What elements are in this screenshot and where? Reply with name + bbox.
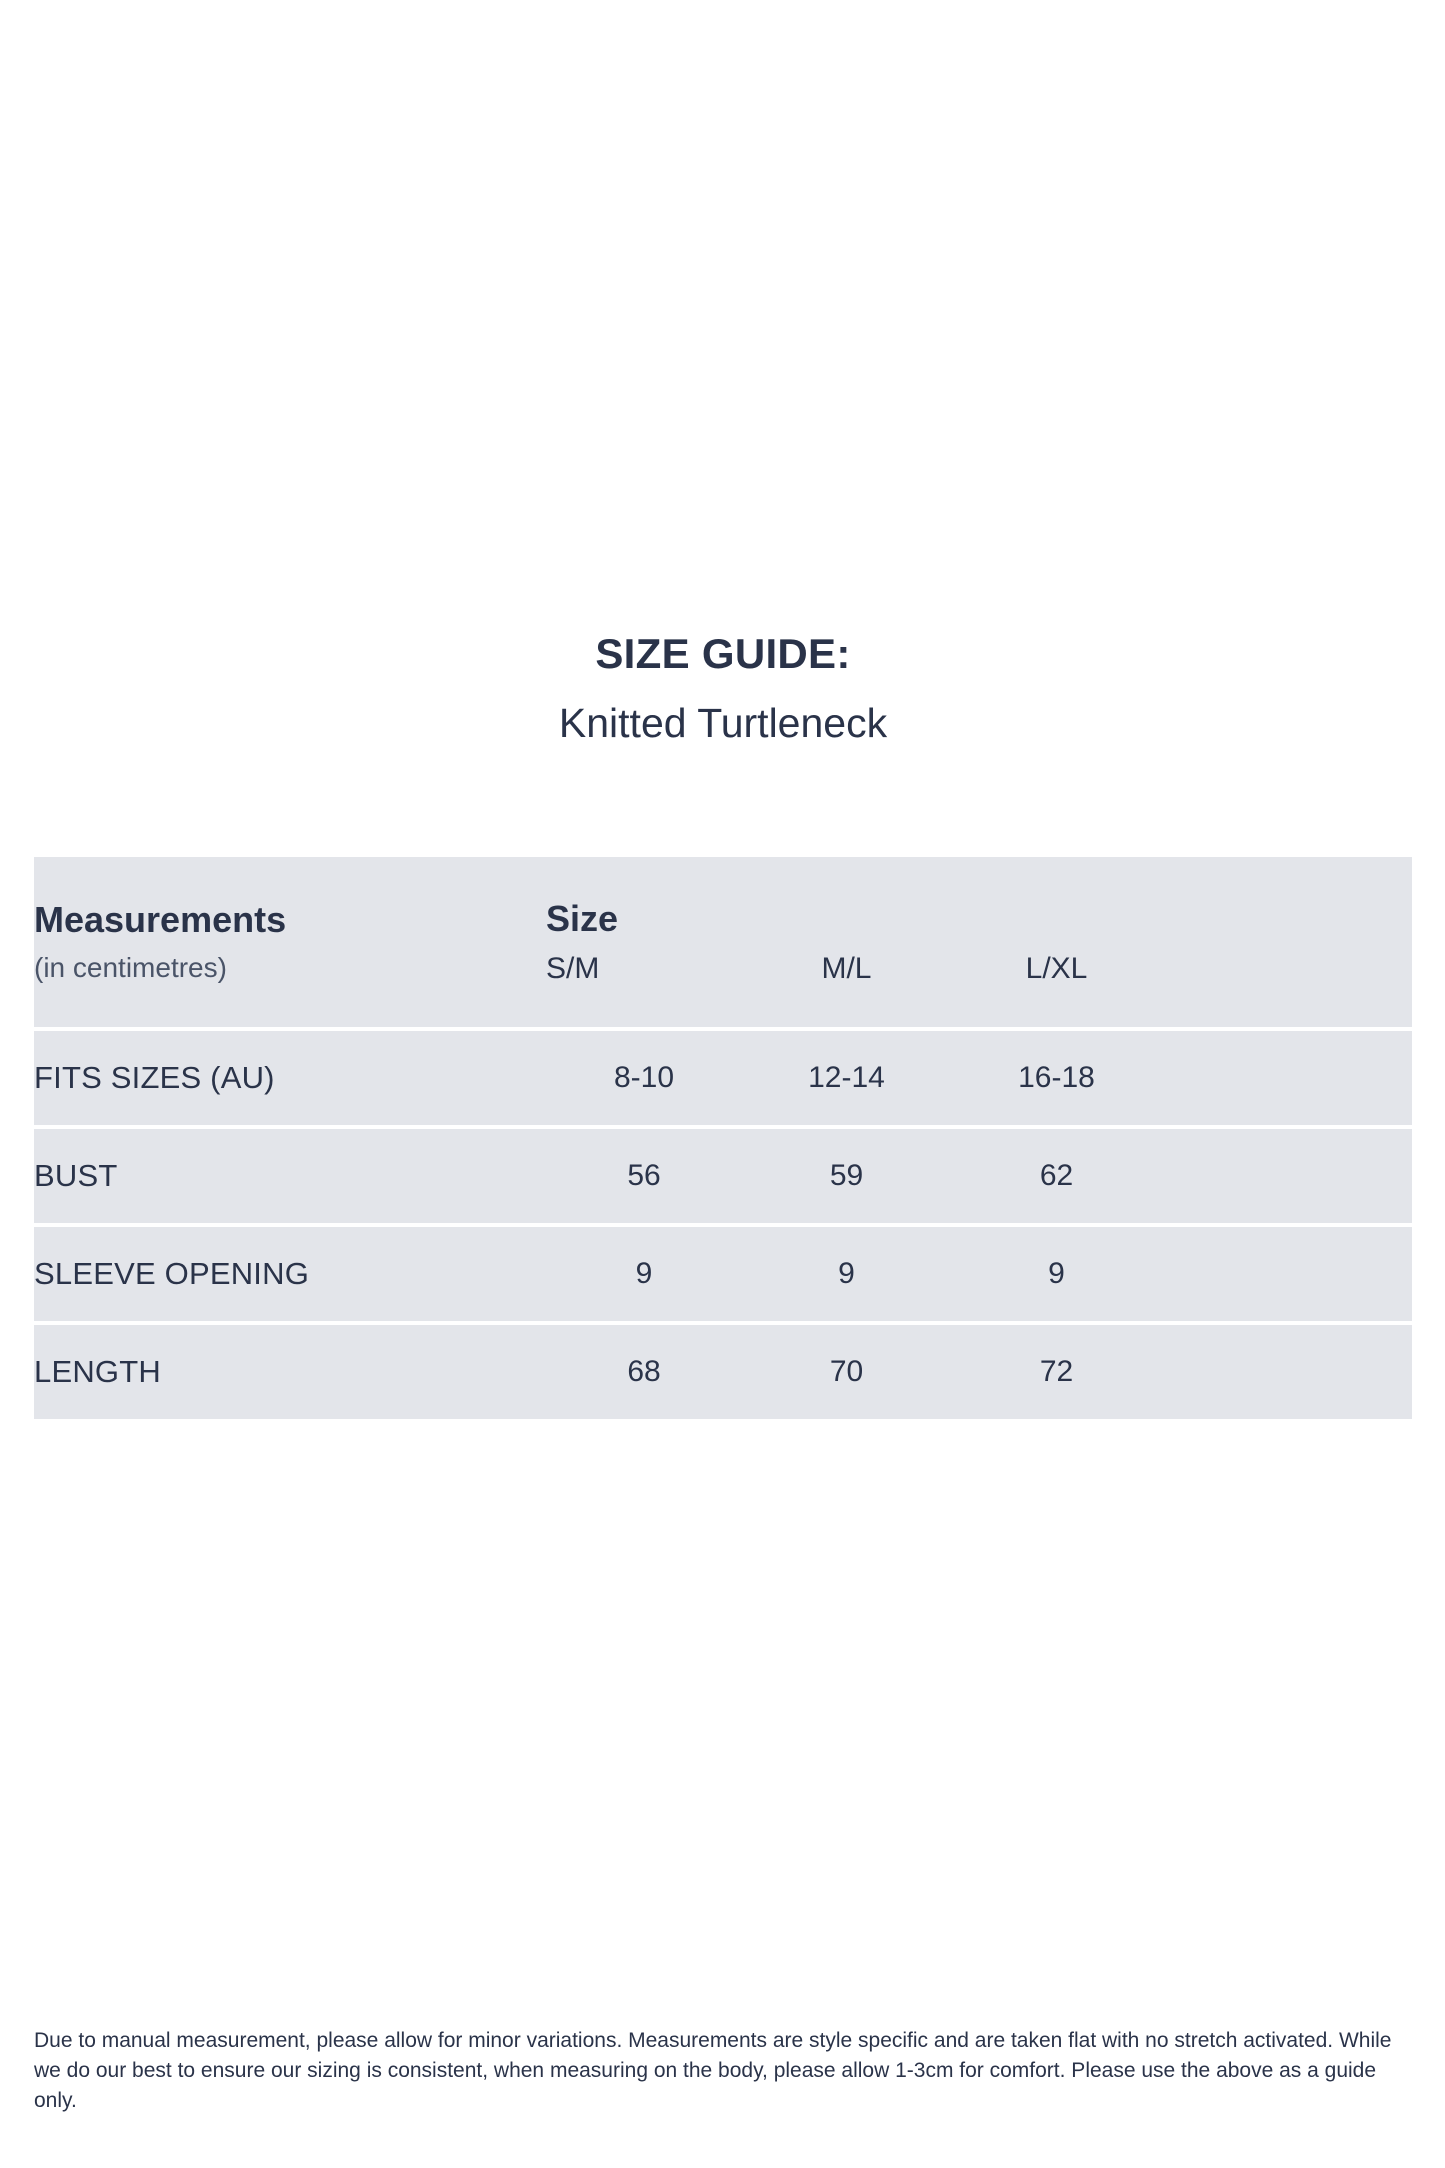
row-label-cell: BUST xyxy=(34,1129,544,1223)
value-bust-lxl: 62 xyxy=(1039,1159,1074,1192)
value-sleeve-opening-lxl: 9 xyxy=(1048,1257,1065,1290)
value-bust-ml: 59 xyxy=(829,1159,864,1192)
table-row: BUST 56 59 62 xyxy=(34,1129,1412,1223)
value-length-ml: 70 xyxy=(829,1355,864,1388)
row-label-sleeve-opening: SLEEVE OPENING xyxy=(34,1256,310,1291)
row-value-cell: 59 xyxy=(744,1129,949,1223)
header-measurements-unit: (in centimetres) xyxy=(34,952,227,984)
value-bust-sm: 56 xyxy=(627,1159,661,1192)
value-fits-sizes-sm: 8-10 xyxy=(613,1061,675,1094)
row-value-cell: 12-14 xyxy=(744,1031,949,1125)
row-filler-cell xyxy=(1164,1227,1412,1321)
row-value-cell: 56 xyxy=(544,1129,744,1223)
row-value-cell: 9 xyxy=(744,1227,949,1321)
table-header-row: Measurements (in centimetres) Size S/M M… xyxy=(34,857,1412,1027)
row-value-cell: 8-10 xyxy=(544,1031,744,1125)
row-value-cell: 70 xyxy=(744,1325,949,1419)
header-size-lxl: L/XL xyxy=(1025,952,1088,986)
value-fits-sizes-ml: 12-14 xyxy=(808,1061,885,1094)
row-label-cell: SLEEVE OPENING xyxy=(34,1227,544,1321)
value-sleeve-opening-ml: 9 xyxy=(838,1257,855,1290)
page-title: SIZE GUIDE: xyxy=(595,630,851,677)
row-filler-cell xyxy=(1164,1031,1412,1125)
disclaimer-text: Due to manual measurement, please allow … xyxy=(34,2029,1392,2112)
row-label-bust: BUST xyxy=(34,1158,118,1193)
header-measurements-label: Measurements xyxy=(34,898,287,940)
value-fits-sizes-lxl: 16-18 xyxy=(1018,1061,1095,1094)
header-size-label: Size xyxy=(546,897,619,939)
row-value-cell: 72 xyxy=(949,1325,1164,1419)
header-size-cell-sm: Size S/M xyxy=(544,857,744,1027)
title-block: SIZE GUIDE: Knitted Turtleneck xyxy=(34,630,1412,747)
product-name: Knitted Turtleneck xyxy=(558,700,888,747)
row-value-cell: 62 xyxy=(949,1129,1164,1223)
header-measurements-cell: Measurements (in centimetres) xyxy=(34,857,544,1027)
header-size-sm: S/M xyxy=(546,952,600,986)
row-label-fits-sizes: FITS SIZES (AU) xyxy=(34,1060,275,1095)
row-value-cell: 16-18 xyxy=(949,1031,1164,1125)
row-value-cell: 9 xyxy=(544,1227,744,1321)
row-label-length: LENGTH xyxy=(34,1354,161,1389)
value-length-sm: 68 xyxy=(627,1355,661,1388)
table-row: FITS SIZES (AU) 8-10 12-14 16-18 xyxy=(34,1031,1412,1125)
size-guide-table: Measurements (in centimetres) Size S/M M… xyxy=(34,853,1412,1423)
table-row: SLEEVE OPENING 9 9 9 xyxy=(34,1227,1412,1321)
row-value-cell: 68 xyxy=(544,1325,744,1419)
row-filler-cell xyxy=(1164,1129,1412,1223)
row-value-cell: 9 xyxy=(949,1227,1164,1321)
header-size-cell-lxl: L/XL xyxy=(949,857,1164,1027)
value-length-lxl: 72 xyxy=(1039,1355,1074,1388)
row-filler-cell xyxy=(1164,1325,1412,1419)
header-size-cell-ml: M/L xyxy=(744,857,949,1027)
header-size-ml: M/L xyxy=(821,952,872,986)
table-row: LENGTH 68 70 72 xyxy=(34,1325,1412,1419)
value-sleeve-opening-sm: 9 xyxy=(635,1257,653,1290)
row-label-cell: FITS SIZES (AU) xyxy=(34,1031,544,1125)
row-label-cell: LENGTH xyxy=(34,1325,544,1419)
header-filler-cell xyxy=(1164,857,1412,1027)
